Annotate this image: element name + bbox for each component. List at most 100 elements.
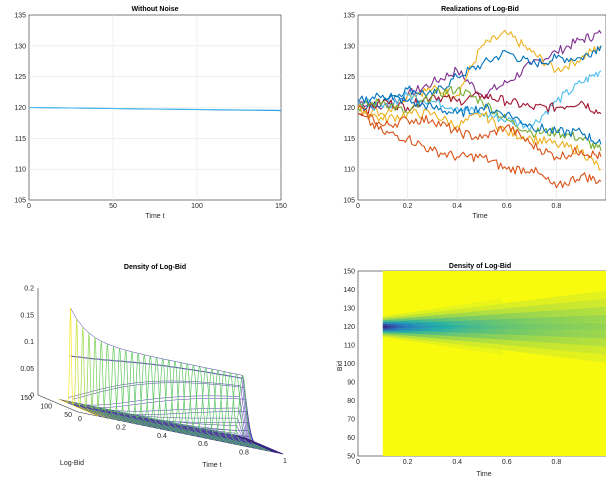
heatmap-cell (438, 314, 443, 319)
heatmap-cell (442, 321, 447, 326)
heatmap-cell (505, 318, 510, 325)
heatmap-cell (591, 315, 596, 323)
heatmap-cell (427, 337, 432, 341)
heatmap-cell (557, 323, 562, 331)
heatmap-cell (408, 330, 414, 334)
heatmap-cell (420, 322, 425, 326)
chart-title: Density of Log-Bid (124, 264, 186, 271)
heatmap-cell (591, 299, 596, 308)
heatmap-cell (579, 352, 585, 360)
heatmap-cell (520, 340, 525, 347)
heatmap-cell (587, 345, 592, 354)
heatmap-cell (516, 323, 521, 330)
y-tick-label: 105 (343, 198, 355, 205)
heatmap-cell (468, 341, 473, 346)
heatmap-cell (598, 314, 603, 323)
heatmap-cell (393, 331, 399, 335)
heatmap-cell (453, 328, 458, 333)
heatmap-cell (587, 315, 592, 323)
heatmap-cell (546, 329, 551, 337)
heatmap-cell (386, 321, 391, 324)
heatmap-cell (527, 300, 533, 307)
heatmap-cell (568, 344, 574, 352)
heatmap-cell (434, 341, 440, 345)
heatmap-cell (479, 324, 484, 330)
heatmap-cell (390, 329, 395, 332)
heatmap-cell (446, 310, 451, 315)
heatmap-cell (501, 334, 507, 340)
heatmap-cell (479, 319, 484, 325)
heatmap-cell (572, 330, 577, 338)
heatmap-cell (468, 307, 473, 312)
heatmap-cell (568, 337, 574, 345)
heatmap-cell (464, 320, 469, 325)
y-tick-label: 120 (343, 105, 355, 112)
heatmap-cell (483, 342, 488, 348)
surface-mesh-line (236, 435, 278, 454)
heatmap-cell (565, 323, 570, 331)
heatmap-cell (527, 329, 533, 336)
heatmap-cell (486, 348, 492, 353)
heatmap-cell (464, 312, 469, 317)
heatmap-cell (405, 327, 410, 331)
heatmap-cell (505, 339, 510, 346)
heatmap-cell (386, 329, 391, 332)
heatmap-cell (550, 329, 555, 337)
heatmap-cell (449, 328, 454, 333)
heatmap-cell (405, 315, 410, 319)
heatmap-cell (446, 324, 451, 329)
heatmap-cell (483, 324, 488, 330)
heatmap-cell (412, 330, 417, 334)
heatmap-cell (524, 329, 529, 336)
heatmap-cell (561, 302, 566, 310)
x-tick-label: 0 (356, 459, 360, 466)
heatmap-cell (420, 310, 425, 314)
heatmap-cell (434, 331, 440, 336)
heatmap-cell (557, 303, 562, 310)
heatmap-cell (401, 325, 406, 329)
heatmap-cell (531, 299, 536, 306)
heatmap-cell (531, 341, 536, 348)
heatmap-cell (539, 323, 544, 330)
heatmap-cell (550, 336, 555, 344)
y-tick-label: 135 (14, 13, 26, 20)
heatmap-cell (587, 353, 592, 361)
heatmap-cell (397, 320, 402, 324)
x-tick-label: 0.8 (552, 203, 562, 210)
heatmap-cell (594, 307, 600, 315)
heatmap-cell (591, 338, 596, 346)
heatmap-cell (382, 329, 388, 332)
heatmap-cell (408, 320, 414, 323)
heatmap-cell (498, 313, 503, 320)
surface-mesh-line (187, 365, 228, 444)
heatmap-cell (505, 324, 510, 330)
heatmap-cell (535, 299, 540, 306)
heatmap-cell (386, 317, 391, 321)
bid-tick-label: 100 (40, 404, 52, 411)
heatmap-cell (568, 330, 574, 338)
heatmap-cell (494, 349, 499, 355)
heatmap-cell (546, 342, 551, 350)
heatmap-cell (423, 319, 428, 323)
heatmap-cell (427, 309, 432, 313)
heatmap-cell (475, 319, 481, 325)
heatmap-cell (498, 334, 503, 340)
heatmap-cell (386, 335, 391, 338)
heatmap-cell (472, 333, 477, 338)
y-tick-label: 150 (343, 269, 355, 276)
heatmap-cell (475, 337, 481, 343)
heatmap-cell (397, 323, 402, 326)
heatmap-cell (531, 329, 536, 336)
y-tick-label: 80 (347, 398, 355, 405)
heatmap-cell (401, 332, 406, 336)
bid-axis-line (37, 394, 79, 413)
heatmap-cell (434, 318, 440, 322)
heatmap-cell (427, 331, 432, 335)
heatmap-cell (449, 317, 454, 322)
heatmap-cell (576, 352, 581, 360)
heatmap-cell (390, 335, 395, 339)
heatmap-cell (434, 338, 440, 342)
heatmap-cell (483, 328, 488, 334)
series-line (357, 113, 602, 189)
heatmap-cell (397, 314, 402, 317)
